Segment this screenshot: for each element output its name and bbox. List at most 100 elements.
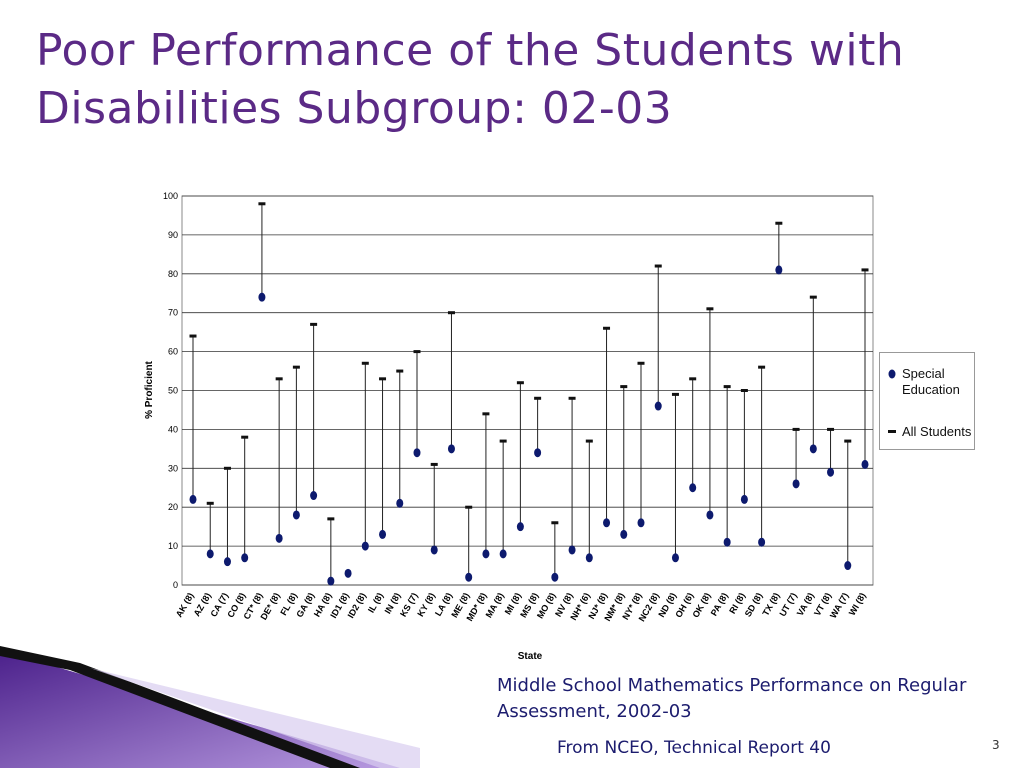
legend-label: All Students <box>902 424 972 439</box>
all-students-marker <box>258 202 266 206</box>
y-axis-label: % Proficient <box>144 360 155 418</box>
source: From NCEO, Technical Report 40 <box>557 738 831 758</box>
special-ed-marker <box>620 529 628 539</box>
special-ed-marker <box>534 448 542 458</box>
special-ed-marker <box>447 444 455 454</box>
all-students-marker <box>792 427 800 431</box>
y-tick-label: 90 <box>168 230 178 240</box>
all-students-marker <box>551 521 559 525</box>
special-ed-marker <box>775 265 783 275</box>
x-tick-label: SD (8) <box>743 591 765 619</box>
special-ed-marker <box>361 541 369 551</box>
all-students-marker <box>275 377 283 381</box>
all-students-marker <box>758 365 766 369</box>
y-tick-label: 80 <box>168 269 178 279</box>
special-ed-marker <box>637 518 645 528</box>
legend: Special Education All Students <box>879 352 975 450</box>
caption: Middle School Mathematics Performance on… <box>497 675 967 722</box>
legend-marker <box>888 369 896 379</box>
all-students-marker <box>775 221 783 225</box>
special-ed-marker <box>689 483 697 493</box>
all-students-marker <box>241 435 249 439</box>
all-students-marker <box>361 361 369 365</box>
special-ed-marker <box>861 459 869 469</box>
special-ed-marker <box>292 510 300 520</box>
slide-title: Poor Performance of the Students with Di… <box>36 25 905 134</box>
all-students-marker <box>447 311 455 315</box>
all-students-marker <box>861 268 869 272</box>
all-students-marker <box>396 369 404 373</box>
legend-label: Special Education <box>902 366 960 397</box>
special-ed-marker <box>758 537 766 547</box>
special-ed-marker <box>499 549 507 559</box>
all-students-marker <box>310 322 318 326</box>
y-tick-label: 30 <box>168 463 178 473</box>
special-ed-marker <box>223 557 231 567</box>
all-students-marker <box>844 439 852 443</box>
all-students-marker <box>809 295 817 299</box>
special-ed-marker <box>844 561 852 571</box>
special-ed-marker <box>482 549 490 559</box>
special-ed-marker <box>396 498 404 508</box>
special-ed-marker <box>706 510 714 520</box>
all-students-marker <box>482 412 490 416</box>
all-students-marker <box>206 501 214 505</box>
all-students-marker <box>465 505 473 509</box>
legend-marker <box>888 430 896 433</box>
special-ed-marker <box>430 545 438 555</box>
all-students-marker <box>516 381 524 385</box>
all-students-marker <box>223 466 231 470</box>
all-students-marker <box>603 326 611 330</box>
special-ed-marker <box>465 572 473 582</box>
special-ed-marker <box>241 553 249 563</box>
y-tick-label: 60 <box>168 347 178 357</box>
all-students-marker <box>413 350 421 354</box>
all-students-marker <box>689 377 697 381</box>
y-tick-label: 10 <box>168 541 178 551</box>
special-ed-marker <box>413 448 421 458</box>
special-ed-marker <box>310 491 318 501</box>
x-axis-label: State <box>518 651 543 662</box>
special-ed-marker <box>568 545 576 555</box>
special-ed-marker <box>551 572 559 582</box>
y-tick-label: 100 <box>163 191 178 201</box>
special-ed-marker <box>603 518 611 528</box>
special-ed-marker <box>189 494 197 504</box>
special-ed-marker <box>258 292 266 302</box>
all-students-marker <box>292 365 300 369</box>
special-ed-marker <box>344 568 352 578</box>
all-students-marker <box>379 377 387 381</box>
x-tick-label: AK (8) <box>174 591 196 619</box>
all-students-marker <box>534 396 542 400</box>
x-tick-label: WI (8) <box>847 591 868 617</box>
all-students-marker <box>671 392 679 396</box>
all-students-marker <box>740 389 748 392</box>
special-ed-marker <box>654 401 662 411</box>
special-ed-marker <box>585 553 593 563</box>
special-ed-marker <box>275 533 283 543</box>
special-ed-marker <box>809 444 817 454</box>
special-ed-marker <box>379 529 387 539</box>
all-students-marker <box>568 396 576 400</box>
all-students-marker <box>637 361 645 365</box>
all-students-marker <box>189 334 197 338</box>
y-tick-label: 40 <box>168 424 178 434</box>
all-students-marker <box>327 517 335 521</box>
special-ed-marker <box>516 522 524 532</box>
all-students-marker <box>706 307 714 311</box>
special-ed-marker <box>206 549 214 559</box>
y-tick-label: 20 <box>168 502 178 512</box>
decoration <box>0 646 420 768</box>
all-students-marker <box>620 385 628 389</box>
y-tick-label: 70 <box>168 308 178 318</box>
all-students-marker <box>585 439 593 443</box>
y-tick-label: 50 <box>168 386 178 396</box>
special-ed-marker <box>723 537 731 547</box>
special-ed-marker <box>740 494 748 504</box>
special-ed-marker <box>827 467 835 477</box>
special-ed-marker <box>671 553 679 563</box>
special-ed-marker <box>327 576 335 586</box>
legend-symbols <box>888 369 896 433</box>
special-ed-marker <box>792 479 800 489</box>
x-tick-label: PA (8) <box>709 591 730 618</box>
